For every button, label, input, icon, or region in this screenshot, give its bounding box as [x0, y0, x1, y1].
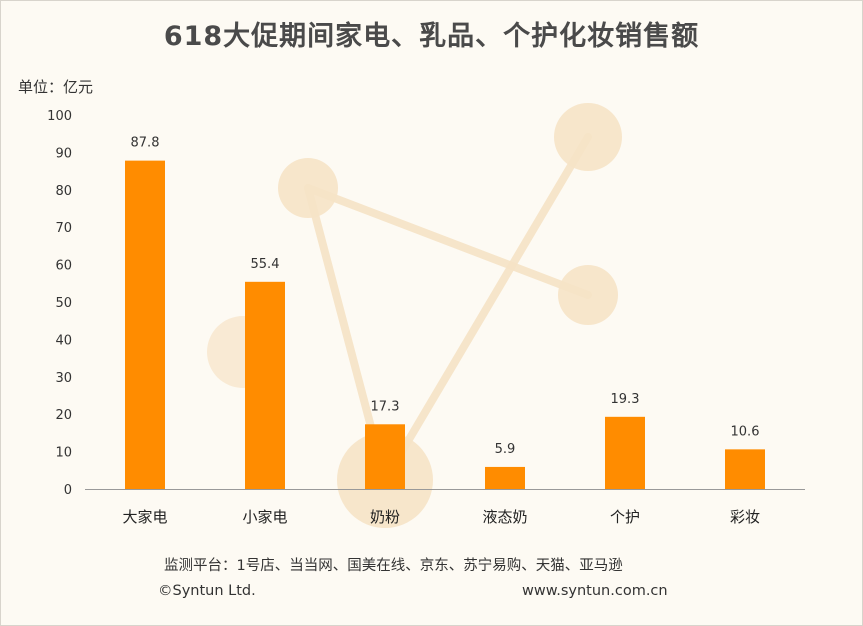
y-tick-label: 80: [55, 184, 72, 199]
y-tick-label: 60: [55, 259, 72, 274]
x-category-label: 大家电: [122, 508, 167, 526]
bar: [485, 466, 525, 489]
x-category-label: 奶粉: [370, 508, 400, 526]
bar-series: 87.8 55.4 17.3 5.9 19.3 10.6: [125, 136, 765, 490]
watermark-logo: [207, 103, 622, 528]
y-tick-label: 30: [55, 371, 72, 386]
bar-value-label: 5.9: [495, 442, 516, 457]
y-tick-label: 100: [47, 109, 72, 124]
x-category-label: 彩妆: [730, 508, 760, 526]
bar: [605, 416, 645, 489]
y-tick-label: 0: [64, 483, 72, 498]
bar-value-label: 87.8: [131, 136, 160, 151]
bar: [245, 281, 285, 489]
copyright-text: ©Syntun Ltd.: [158, 583, 256, 599]
y-axis-ticks: 0 10 20 30 40 50 60 70 80 90 100: [47, 109, 72, 498]
y-tick-label: 90: [55, 146, 72, 161]
chart-title: 618大促期间家电、乳品、个护化妆销售额: [163, 21, 700, 52]
y-tick-label: 40: [55, 333, 72, 348]
website-text: www.syntun.com.cn: [522, 583, 668, 599]
x-category-label: 个护: [610, 508, 640, 526]
x-category-label: 液态奶: [482, 508, 527, 526]
bar-value-label: 10.6: [731, 424, 760, 439]
bar-value-label: 17.3: [371, 399, 400, 414]
bar: [365, 424, 405, 489]
bar-value-label: 55.4: [251, 257, 280, 272]
y-tick-label: 20: [55, 408, 72, 423]
bar: [125, 160, 165, 490]
y-tick-label: 70: [55, 221, 72, 236]
x-axis-categories: 大家电 小家电 奶粉 液态奶 个护 彩妆: [122, 508, 760, 526]
bar: [725, 449, 765, 489]
y-tick-label: 50: [55, 296, 72, 311]
bar-value-label: 19.3: [611, 392, 640, 407]
platforms-note: 监测平台：1号店、当当网、国美在线、京东、苏宁易购、天猫、亚马逊: [164, 558, 623, 574]
y-tick-label: 10: [55, 446, 72, 461]
x-category-label: 小家电: [242, 508, 287, 526]
y-axis-unit-label: 单位：亿元: [18, 78, 94, 96]
